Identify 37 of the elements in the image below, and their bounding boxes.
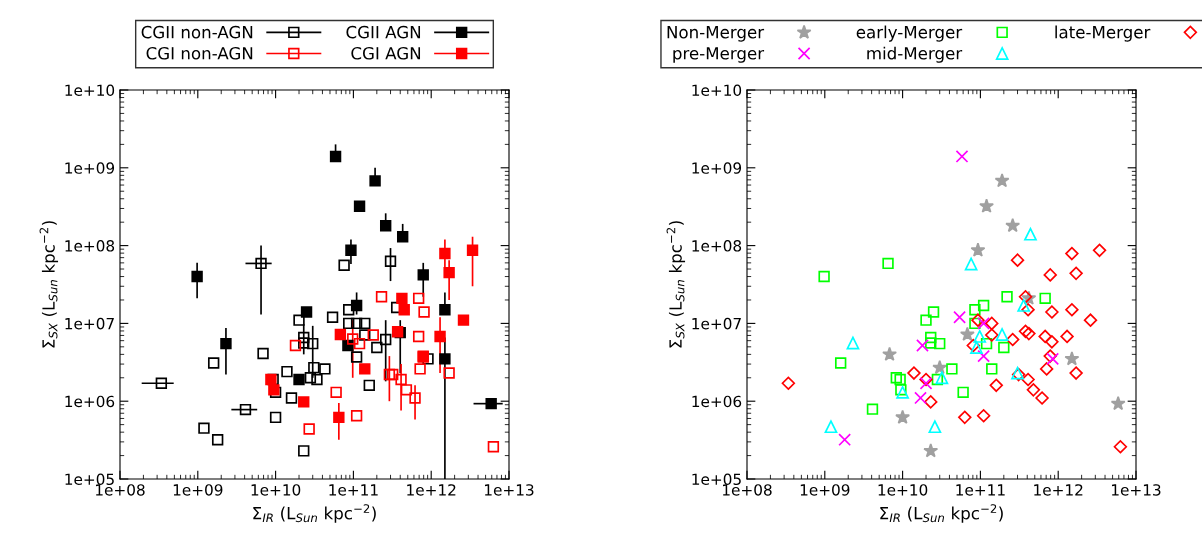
x-axis-title: Σ$_{IR}$ (L$_{Sun}$ kpc$^{−2}$) bbox=[253, 504, 376, 523]
legend-label: CGII non-AGN bbox=[141, 25, 253, 39]
x-tick-label: 1e+13 bbox=[1112, 484, 1161, 496]
legend-label: Non-Merger bbox=[667, 26, 765, 42]
x-tick-label: 1e+08 bbox=[96, 484, 145, 496]
legend-label: CGI non-AGN bbox=[146, 46, 253, 60]
y-tick-label: 1e+09 bbox=[692, 162, 742, 174]
y-tick-label: 1e+05 bbox=[65, 473, 114, 486]
y-tick-label: 1e+05 bbox=[692, 473, 741, 486]
legend-label: CGII AGN bbox=[346, 25, 421, 39]
x-tick-label: 1e+08 bbox=[723, 484, 772, 496]
y-axis-title: Σ$_{SX}$ (L$_{Sun}$ kpc$^{−2}$) bbox=[666, 221, 686, 348]
y-tick-label: 1e+10 bbox=[692, 84, 742, 97]
legend-label: late-Merger bbox=[1055, 25, 1151, 42]
y-axis-title: Σ$_{SX}$ (L$_{Sun}$ kpc$^{−2}$) bbox=[39, 221, 59, 348]
x-tick-label: 1e+09 bbox=[800, 484, 850, 496]
x-tick-label: 1e+10 bbox=[878, 484, 928, 496]
y-tick-label: 1e+06 bbox=[65, 395, 115, 408]
x-tick-label: 1e+11 bbox=[956, 484, 1005, 496]
x-tick-label: 1e+10 bbox=[251, 484, 301, 496]
x-tick-label: 1e+12 bbox=[407, 484, 456, 496]
legend-label: pre-Merger bbox=[673, 47, 765, 63]
x-tick-label: 1e+11 bbox=[329, 484, 378, 496]
x-tick-label: 1e+13 bbox=[485, 484, 534, 496]
legend-label: mid-Merger bbox=[867, 46, 963, 63]
x-axis-title: Σ$_{IR}$ (L$_{Sun}$ kpc$^{−2}$) bbox=[880, 504, 1003, 523]
y-tick-label: 1e+07 bbox=[692, 317, 741, 330]
y-tick-label: 1e+07 bbox=[65, 317, 114, 330]
legend-label: early-Merger bbox=[856, 25, 963, 42]
y-tick-label: 1e+09 bbox=[65, 162, 115, 174]
legend-label: CGI AGN bbox=[351, 46, 421, 60]
y-tick-label: 1e+06 bbox=[692, 395, 742, 408]
y-tick-label: 1e+08 bbox=[692, 240, 742, 252]
x-tick-label: 1e+09 bbox=[173, 484, 223, 496]
y-tick-label: 1e+10 bbox=[65, 84, 115, 97]
x-tick-label: 1e+12 bbox=[1034, 484, 1083, 496]
y-tick-label: 1e+08 bbox=[65, 240, 115, 252]
